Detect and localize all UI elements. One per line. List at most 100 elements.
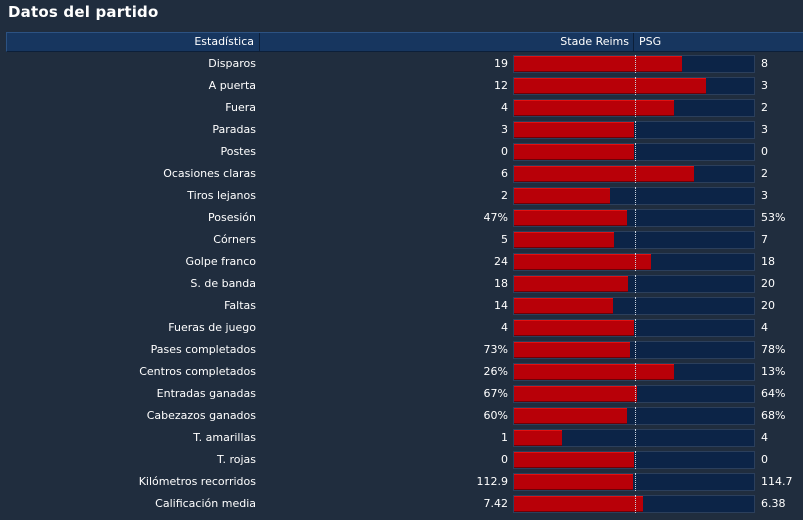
home-share-fill — [514, 496, 644, 512]
stats-table-header: Estadística Stade Reims PSG — [6, 32, 803, 52]
midpoint-marker — [635, 363, 636, 381]
midpoint-marker — [635, 209, 636, 227]
home-share-fill — [514, 166, 694, 182]
column-header-away-team[interactable]: PSG — [639, 35, 662, 48]
home-share-fill — [514, 452, 634, 468]
stat-label: S. de banda — [190, 277, 256, 290]
stat-label: Golpe franco — [185, 255, 256, 268]
stat-label: Kilómetros recorridos — [138, 475, 256, 488]
stat-label: Faltas — [224, 299, 256, 312]
away-value: 20 — [761, 277, 775, 290]
comparison-bar — [513, 429, 755, 447]
midpoint-marker — [635, 121, 636, 139]
stat-row: Paradas 3 3 — [0, 120, 803, 142]
home-share-fill — [514, 298, 613, 314]
home-value: 3 — [501, 123, 508, 136]
midpoint-marker — [635, 253, 636, 271]
column-header-home-team[interactable]: Stade Reims — [261, 33, 634, 51]
comparison-bar — [513, 165, 755, 183]
away-value: 68% — [761, 409, 786, 422]
stat-row: Postes 0 0 — [0, 142, 803, 164]
comparison-bar — [513, 231, 755, 249]
home-value: 4 — [501, 321, 508, 334]
comparison-bar — [513, 385, 755, 403]
home-value: 73% — [483, 343, 508, 356]
away-value: 64% — [761, 387, 786, 400]
away-value: 0 — [761, 453, 768, 466]
stat-row: Fueras de juego 4 4 — [0, 318, 803, 340]
comparison-bar — [513, 77, 755, 95]
stat-label: Calificación media — [155, 497, 256, 510]
away-value: 7 — [761, 233, 768, 246]
stat-row: Córners 5 7 — [0, 230, 803, 252]
midpoint-marker — [635, 495, 636, 513]
stat-row: Entradas ganadas 67% 64% — [0, 384, 803, 406]
away-value: 20 — [761, 299, 775, 312]
home-value: 18 — [494, 277, 508, 290]
stat-label: Posesión — [208, 211, 256, 224]
home-value: 60% — [483, 409, 508, 422]
column-header-stat[interactable]: Estadística — [7, 33, 260, 51]
home-share-fill — [514, 386, 637, 402]
home-value: 24 — [494, 255, 508, 268]
stat-row: Golpe franco 24 18 — [0, 252, 803, 274]
midpoint-marker — [635, 231, 636, 249]
away-value: 2 — [761, 101, 768, 114]
stat-row: T. rojas 0 0 — [0, 450, 803, 472]
comparison-bar — [513, 495, 755, 513]
stat-label: Fueras de juego — [168, 321, 256, 334]
comparison-bar — [513, 451, 755, 469]
home-share-fill — [514, 276, 628, 292]
midpoint-marker — [635, 275, 636, 293]
midpoint-marker — [635, 55, 636, 73]
midpoint-marker — [635, 385, 636, 403]
home-share-fill — [514, 122, 634, 138]
midpoint-marker — [635, 319, 636, 337]
away-value: 3 — [761, 123, 768, 136]
stat-row: Pases completados 73% 78% — [0, 340, 803, 362]
away-value: 2 — [761, 167, 768, 180]
stat-label: Córners — [213, 233, 256, 246]
home-share-fill — [514, 430, 562, 446]
home-value: 0 — [501, 145, 508, 158]
comparison-bar — [513, 55, 755, 73]
stat-label: Pases completados — [150, 343, 256, 356]
comparison-bar — [513, 99, 755, 117]
comparison-bar — [513, 121, 755, 139]
stat-label: Postes — [220, 145, 256, 158]
midpoint-marker — [635, 143, 636, 161]
comparison-bar — [513, 297, 755, 315]
stat-label: Centros completados — [139, 365, 256, 378]
away-value: 4 — [761, 431, 768, 444]
home-value: 1 — [501, 431, 508, 444]
stat-row: Posesión 47% 53% — [0, 208, 803, 230]
home-share-fill — [514, 100, 675, 116]
midpoint-marker — [635, 473, 636, 491]
away-value: 114.7 — [761, 475, 793, 488]
midpoint-marker — [635, 165, 636, 183]
stat-label: Paradas — [212, 123, 256, 136]
stat-row: Calificación media 7.42 6.38 — [0, 494, 803, 516]
comparison-bar — [513, 363, 755, 381]
home-share-fill — [514, 474, 634, 490]
home-share-fill — [514, 320, 634, 336]
home-share-fill — [514, 144, 634, 160]
comparison-bar — [513, 253, 755, 271]
comparison-bar — [513, 143, 755, 161]
midpoint-marker — [635, 341, 636, 359]
away-value: 53% — [761, 211, 786, 224]
away-value: 6.38 — [761, 497, 786, 510]
panel-title: Datos del partido — [8, 3, 159, 21]
away-value: 78% — [761, 343, 786, 356]
away-value: 8 — [761, 57, 768, 70]
stat-row: Disparos 19 8 — [0, 54, 803, 76]
midpoint-marker — [635, 99, 636, 117]
away-value: 3 — [761, 79, 768, 92]
home-share-fill — [514, 364, 675, 380]
home-share-fill — [514, 188, 610, 204]
midpoint-marker — [635, 451, 636, 469]
home-share-fill — [514, 408, 627, 424]
stat-row: Faltas 14 20 — [0, 296, 803, 318]
comparison-bar — [513, 407, 755, 425]
away-value: 3 — [761, 189, 768, 202]
